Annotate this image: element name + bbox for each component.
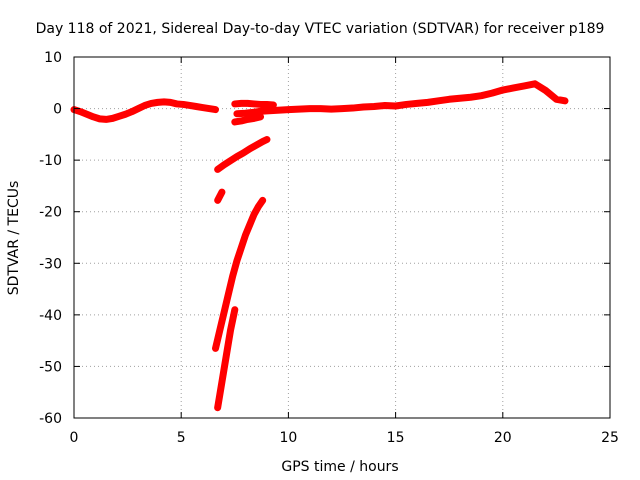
data-point (241, 235, 248, 242)
data-point (225, 291, 232, 298)
y-tick-label: -50 (39, 359, 62, 375)
axis-ticks: 0 5 10 15 20 25 10 0 -10 -20 -30 -40 -50 -60 (39, 50, 619, 446)
x-tick-label: 25 (601, 430, 619, 446)
y-tick-label: -60 (39, 411, 62, 427)
data-point (215, 331, 222, 338)
data-point (221, 309, 228, 316)
plot-frame (73, 56, 611, 419)
data-point (561, 97, 568, 104)
data-point (231, 306, 238, 313)
data-point (223, 300, 230, 307)
data-point (239, 241, 246, 248)
data-point (224, 295, 231, 302)
data-point (259, 197, 266, 204)
y-tick-label: -10 (39, 153, 62, 169)
data-point (212, 106, 219, 113)
data-point (232, 261, 239, 268)
data-point (263, 136, 270, 143)
y-tick-label: 10 (44, 50, 62, 66)
data-point (229, 273, 236, 280)
y-axis-label: SDTVAR / TECUs (6, 181, 22, 296)
data-point (257, 113, 264, 120)
data-point (270, 101, 277, 108)
x-axis-label: GPS time / hours (281, 459, 398, 475)
data-point (227, 282, 234, 289)
data-point (237, 248, 244, 255)
x-tick-label: 0 (70, 430, 79, 446)
data-point (213, 340, 220, 347)
data-point (230, 269, 237, 276)
x-tick-label: 20 (494, 430, 512, 446)
data-point (231, 265, 238, 272)
data-point (226, 286, 233, 293)
data-point (236, 251, 243, 258)
data-point (238, 244, 245, 251)
data-point (240, 238, 247, 245)
x-tick-label: 5 (177, 430, 186, 446)
x-tick-label: 15 (387, 430, 405, 446)
data-point (222, 304, 229, 311)
y-tick-label: -40 (39, 308, 62, 324)
data-point (228, 277, 235, 284)
data-point (233, 257, 240, 264)
y-tick-label: -30 (39, 256, 62, 272)
data-point (217, 322, 224, 329)
data-points: p189 main bandp189 band after gapp189 up… (70, 80, 569, 412)
data-point (212, 345, 219, 352)
y-tick-label: -20 (39, 205, 62, 221)
data-point (220, 313, 227, 320)
y-tick-label: 0 (53, 102, 62, 118)
data-point (235, 254, 242, 261)
data-point (214, 336, 221, 343)
data-point (216, 327, 223, 334)
data-point (218, 318, 225, 325)
data-point (218, 189, 225, 196)
x-tick-label: 10 (279, 430, 297, 446)
chart-title: Day 118 of 2021, Sidereal Day-to-day VTE… (36, 21, 605, 37)
